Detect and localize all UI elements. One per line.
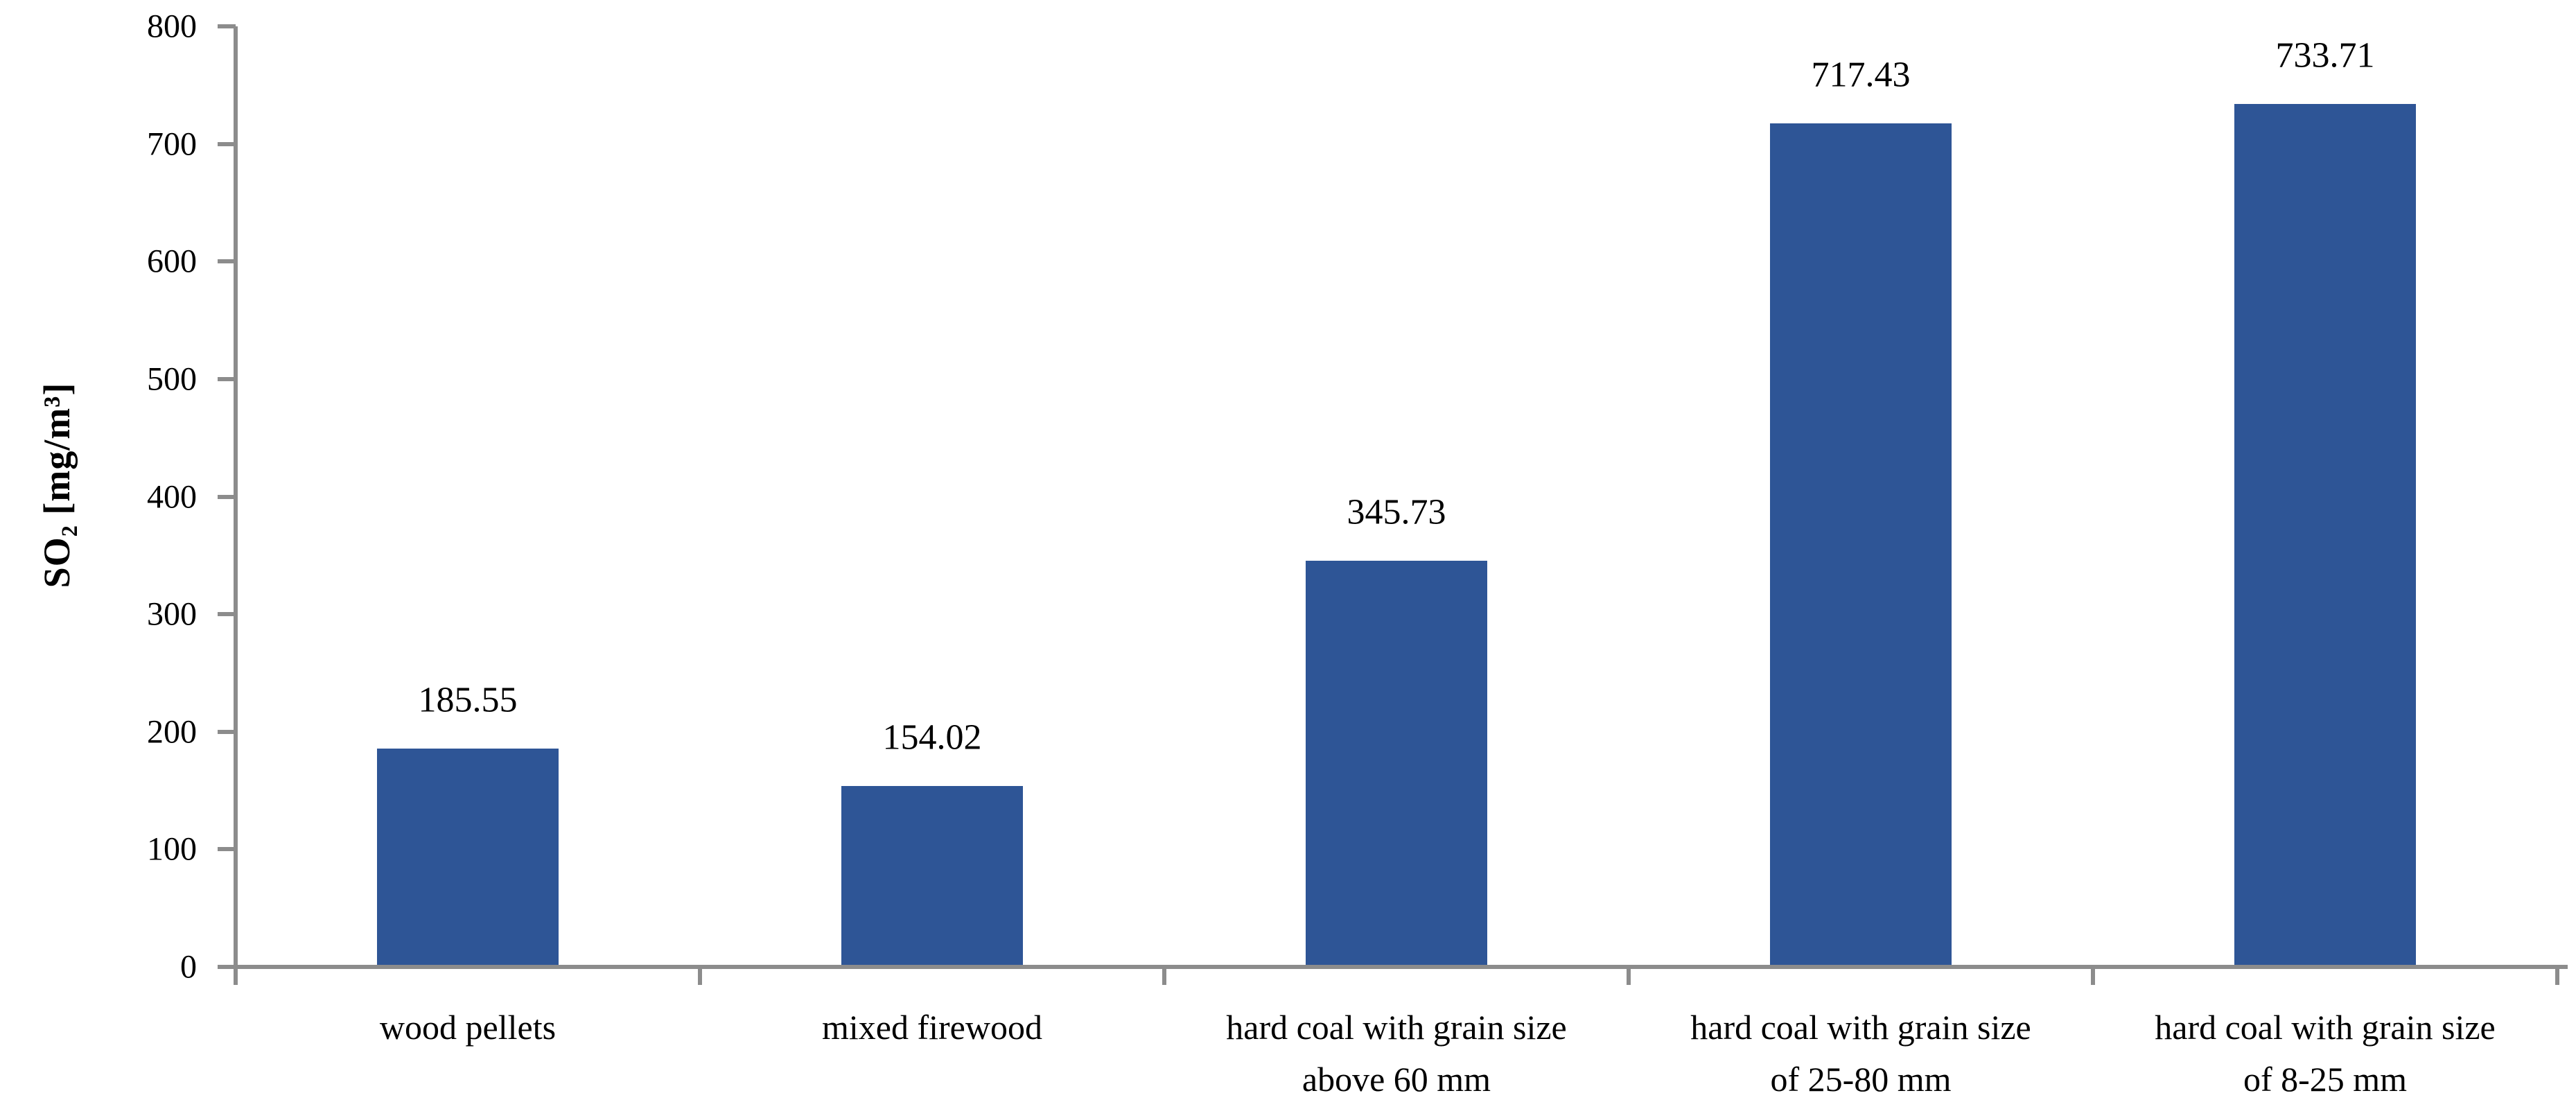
x-category-label-line: of 8-25 mm [2243, 1060, 2408, 1099]
x-category-label: hard coal with grain size of 8-25 mm [2079, 1002, 2571, 1106]
bar-hard-coal-with-grain-size-of-25-80-mm [1770, 123, 1952, 965]
y-tick-label: 200 [147, 713, 197, 751]
bar-value-label: 154.02 [882, 717, 982, 758]
x-category-label-line: wood pellets [379, 1008, 557, 1047]
bar-mixed-firewood [841, 786, 1023, 965]
x-tick-mark [698, 967, 702, 985]
y-tick-mark [218, 612, 236, 617]
y-tick-mark [218, 729, 236, 734]
bar-value-label: 733.71 [2275, 35, 2375, 76]
bar-value-label: 345.73 [1347, 492, 1446, 532]
x-category-label-line: above 60 mm [1302, 1060, 1491, 1099]
x-category-label: wood pellets [222, 1002, 714, 1054]
x-axis-line [218, 965, 2568, 969]
y-tick-mark [218, 24, 236, 28]
bar-value-label: 185.55 [418, 680, 518, 720]
y-tick-label: 400 [147, 478, 197, 515]
bar-value-label: 717.43 [1811, 55, 1911, 95]
x-category-label-line: mixed firewood [822, 1008, 1042, 1047]
y-tick-mark [218, 259, 236, 264]
x-tick-mark [2091, 967, 2095, 985]
x-category-label-line: hard coal with grain size [1226, 1008, 1567, 1047]
bar-hard-coal-with-grain-size-of-8-25-mm [2234, 104, 2416, 965]
x-tick-mark [1627, 967, 1631, 985]
x-tick-mark [1162, 967, 1166, 985]
x-category-label-line: hard coal with grain size [1690, 1008, 2031, 1047]
y-tick-mark [218, 141, 236, 146]
y-axis-line [234, 26, 238, 967]
y-tick-label: 600 [147, 243, 197, 280]
x-category-label-line: hard coal with grain size [2155, 1008, 2496, 1047]
x-tick-mark [2555, 967, 2559, 985]
bar-wood-pellets [377, 749, 559, 965]
x-category-label-line: of 25-80 mm [1770, 1060, 1952, 1099]
x-category-label: hard coal with grain size above 60 mm [1150, 1002, 1642, 1106]
bar-hard-coal-with-grain-size-above-60-mm [1306, 561, 1487, 965]
y-tick-mark [218, 376, 236, 381]
y-tick-label: 100 [147, 830, 197, 868]
y-tick-mark [218, 965, 236, 969]
y-tick-label: 0 [180, 948, 197, 986]
x-tick-mark [234, 967, 238, 985]
y-tick-label: 500 [147, 360, 197, 398]
y-tick-mark [218, 494, 236, 499]
y-tick-label: 700 [147, 125, 197, 163]
x-category-label: hard coal with grain size of 25-80 mm [1615, 1002, 2107, 1106]
y-tick-label: 300 [147, 595, 197, 633]
x-category-label: mixed firewood [686, 1002, 1178, 1054]
y-tick-mark [218, 847, 236, 852]
y-tick-label: 800 [147, 8, 197, 45]
